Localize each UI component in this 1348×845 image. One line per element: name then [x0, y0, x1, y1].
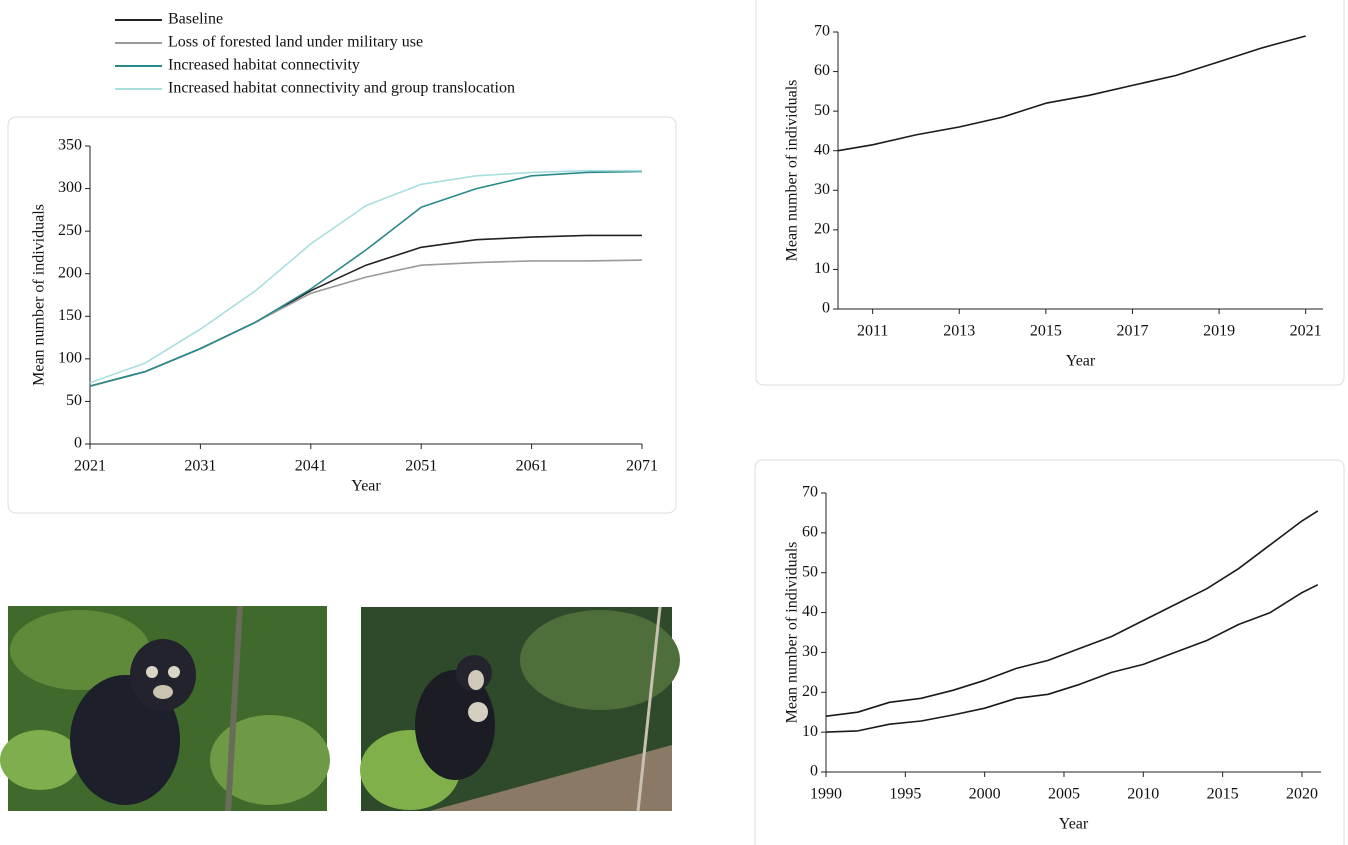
x-tick-label: 2031	[184, 458, 216, 475]
y-tick-label: 30	[814, 181, 830, 198]
y-tick-label: 150	[58, 307, 82, 324]
y-tick-label: 20	[802, 683, 818, 700]
legend-label: Baseline	[168, 11, 223, 28]
y-tick-label: 20	[814, 221, 830, 238]
line-series	[90, 172, 642, 387]
y-tick-label: 10	[814, 260, 830, 277]
y-tick-label: 70	[814, 23, 830, 40]
y-tick-label: 60	[802, 524, 818, 541]
x-tick-label: 2051	[405, 458, 437, 475]
y-axis-label: Mean number of individuals	[784, 542, 801, 724]
legend-label: Increased habitat connectivity and group…	[168, 80, 515, 97]
x-tick-label: 2017	[1116, 323, 1148, 340]
x-tick-label: 2019	[1203, 323, 1235, 340]
x-tick-label: 2011	[857, 323, 888, 340]
x-axis-label: Year	[351, 478, 381, 495]
x-tick-label: 2020	[1286, 786, 1318, 803]
x-tick-label: 2021	[74, 458, 106, 475]
x-tick-label: 2005	[1048, 786, 1080, 803]
y-tick-label: 0	[822, 300, 830, 317]
x-tick-label: 2015	[1207, 786, 1239, 803]
x-tick-label: 2071	[626, 458, 658, 475]
x-tick-label: 2041	[295, 458, 327, 475]
y-tick-label: 60	[814, 62, 830, 79]
x-tick-label: 2013	[943, 323, 975, 340]
line-series	[826, 511, 1318, 716]
x-tick-label: 2010	[1127, 786, 1159, 803]
y-axis-label: Mean number of individuals	[31, 204, 48, 386]
x-axis-label: Year	[1059, 816, 1089, 833]
y-axis-label: Mean number of individuals	[784, 80, 801, 262]
y-tick-label: 350	[58, 137, 82, 154]
page: 0501001502002503003502021203120412051206…	[0, 0, 1348, 845]
y-tick-label: 40	[814, 141, 830, 158]
x-tick-label: 1995	[889, 786, 921, 803]
y-tick-label: 0	[810, 763, 818, 780]
y-tick-label: 200	[58, 264, 82, 281]
x-tick-label: 1990	[810, 786, 842, 803]
panel	[8, 117, 676, 513]
y-tick-label: 0	[74, 435, 82, 452]
y-tick-label: 10	[802, 723, 818, 740]
x-tick-label: 2021	[1290, 323, 1322, 340]
x-tick-label: 2000	[969, 786, 1001, 803]
y-tick-label: 40	[802, 603, 818, 620]
legend-label: Increased habitat connectivity	[168, 57, 360, 74]
y-tick-label: 100	[58, 350, 82, 367]
y-tick-label: 50	[66, 392, 82, 409]
x-axis-label: Year	[1066, 353, 1096, 370]
line-series	[838, 36, 1306, 151]
y-tick-label: 250	[58, 222, 82, 239]
line-series	[826, 585, 1318, 732]
y-tick-label: 30	[802, 643, 818, 660]
photo	[360, 607, 680, 811]
line-series	[90, 260, 642, 386]
y-tick-label: 50	[814, 102, 830, 119]
x-tick-label: 2061	[516, 458, 548, 475]
y-tick-label: 300	[58, 179, 82, 196]
x-tick-label: 2015	[1030, 323, 1062, 340]
line-series	[90, 235, 642, 386]
photo	[0, 606, 330, 811]
legend-label: Loss of forested land under military use	[168, 34, 423, 51]
y-tick-label: 70	[802, 484, 818, 501]
y-tick-label: 50	[802, 563, 818, 580]
